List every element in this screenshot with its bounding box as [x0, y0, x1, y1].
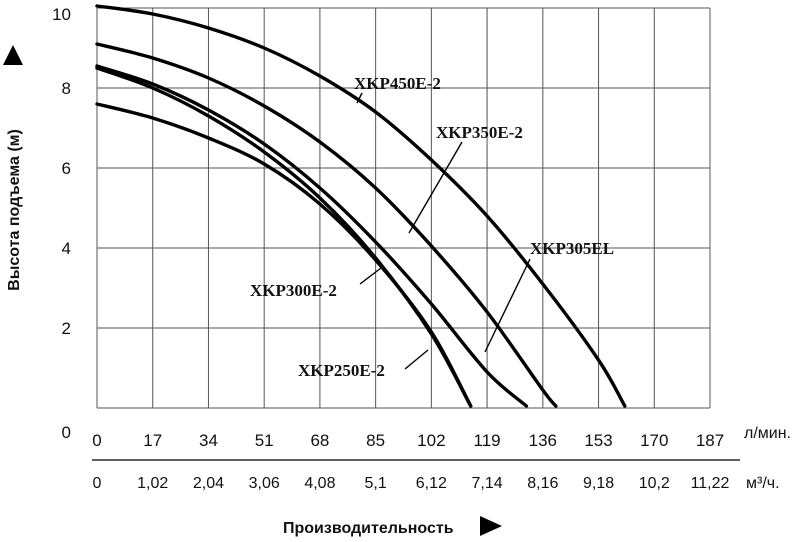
x-tick-label-primary: 102: [417, 431, 445, 450]
x-tick-label-secondary: 1,02: [137, 475, 168, 492]
series-leader-line: [404, 349, 429, 370]
x-unit-secondary: м³/ч.: [746, 475, 780, 492]
curves: [95, 4, 627, 408]
series-line-xkp450e-2: [95, 4, 627, 408]
series-line-xkp350e-2: [95, 42, 558, 408]
x-tick-label-primary: 51: [255, 431, 274, 450]
series-label: XKP300E-2: [250, 281, 337, 300]
x-tick-label-secondary: 5,1: [365, 475, 387, 492]
x-unit-primary: л/мин.: [744, 425, 791, 442]
y-axis-title: Высота подъема (м): [6, 129, 23, 291]
x-tick-label-primary: 170: [640, 431, 668, 450]
series-leader-line: [484, 258, 531, 353]
y-axis-arrow-icon: [3, 45, 23, 65]
series-label: XKP250E-2: [298, 361, 385, 380]
x-tick-label-primary: 153: [584, 431, 612, 450]
x-tick-label-secondary: 3,06: [249, 475, 280, 492]
x-tick-label-secondary: 0: [93, 475, 102, 492]
x-tick-label-primary: 119: [474, 431, 501, 450]
x-tick-label-secondary: 8,16: [527, 475, 558, 492]
series-line-xkp305el: [95, 64, 529, 408]
x-tick-label-primary: 17: [143, 431, 162, 450]
x-tick-label-secondary: 2,04: [193, 475, 224, 492]
x-tick-label-primary: 68: [310, 431, 329, 450]
y-tick-label: 6: [62, 159, 71, 178]
x-axis-title: Производительность: [283, 520, 454, 537]
series-leader-line: [356, 92, 363, 104]
series-label: XKP350E-2: [436, 123, 523, 142]
x-tick-label-primary: 136: [529, 431, 557, 450]
x-tick-label-secondary: 11,22: [691, 475, 730, 492]
series-label: XKP305EL: [530, 239, 614, 258]
y-tick-label: 8: [62, 79, 71, 98]
x-tick-label-primary: 0: [92, 431, 101, 450]
x-tick-label-secondary: 7,14: [472, 475, 503, 492]
y-axis-title-group: Высота подъема (м): [6, 129, 23, 291]
y-tick-label: 0: [62, 423, 71, 442]
y-tick-label: 10: [52, 5, 71, 24]
x-tick-label-secondary: 6,12: [416, 475, 447, 492]
x-tick-label-secondary: 4,08: [304, 475, 335, 492]
series-label: XKP450E-2: [354, 74, 441, 93]
x-tick-label-primary: 187: [696, 431, 724, 450]
x-tick-label-primary: 34: [199, 431, 218, 450]
series-leader-line: [408, 141, 463, 234]
x-axis-arrow-icon: [480, 516, 502, 536]
x-tick-label-primary: 85: [366, 431, 385, 450]
series-leader-line: [359, 267, 382, 285]
y-tick-label: 4: [62, 239, 71, 258]
x-tick-label-secondary: 9,18: [583, 475, 614, 492]
grid: [96, 7, 711, 409]
x-tick-label-secondary: 10,2: [639, 475, 670, 492]
y-tick-label: 2: [62, 319, 71, 338]
series-labels: XKP450E-2 XKP350E-2 XKP305EL XKP300E-2 XKP25…: [250, 74, 614, 380]
series-line-xkp250e-2: [95, 102, 473, 408]
